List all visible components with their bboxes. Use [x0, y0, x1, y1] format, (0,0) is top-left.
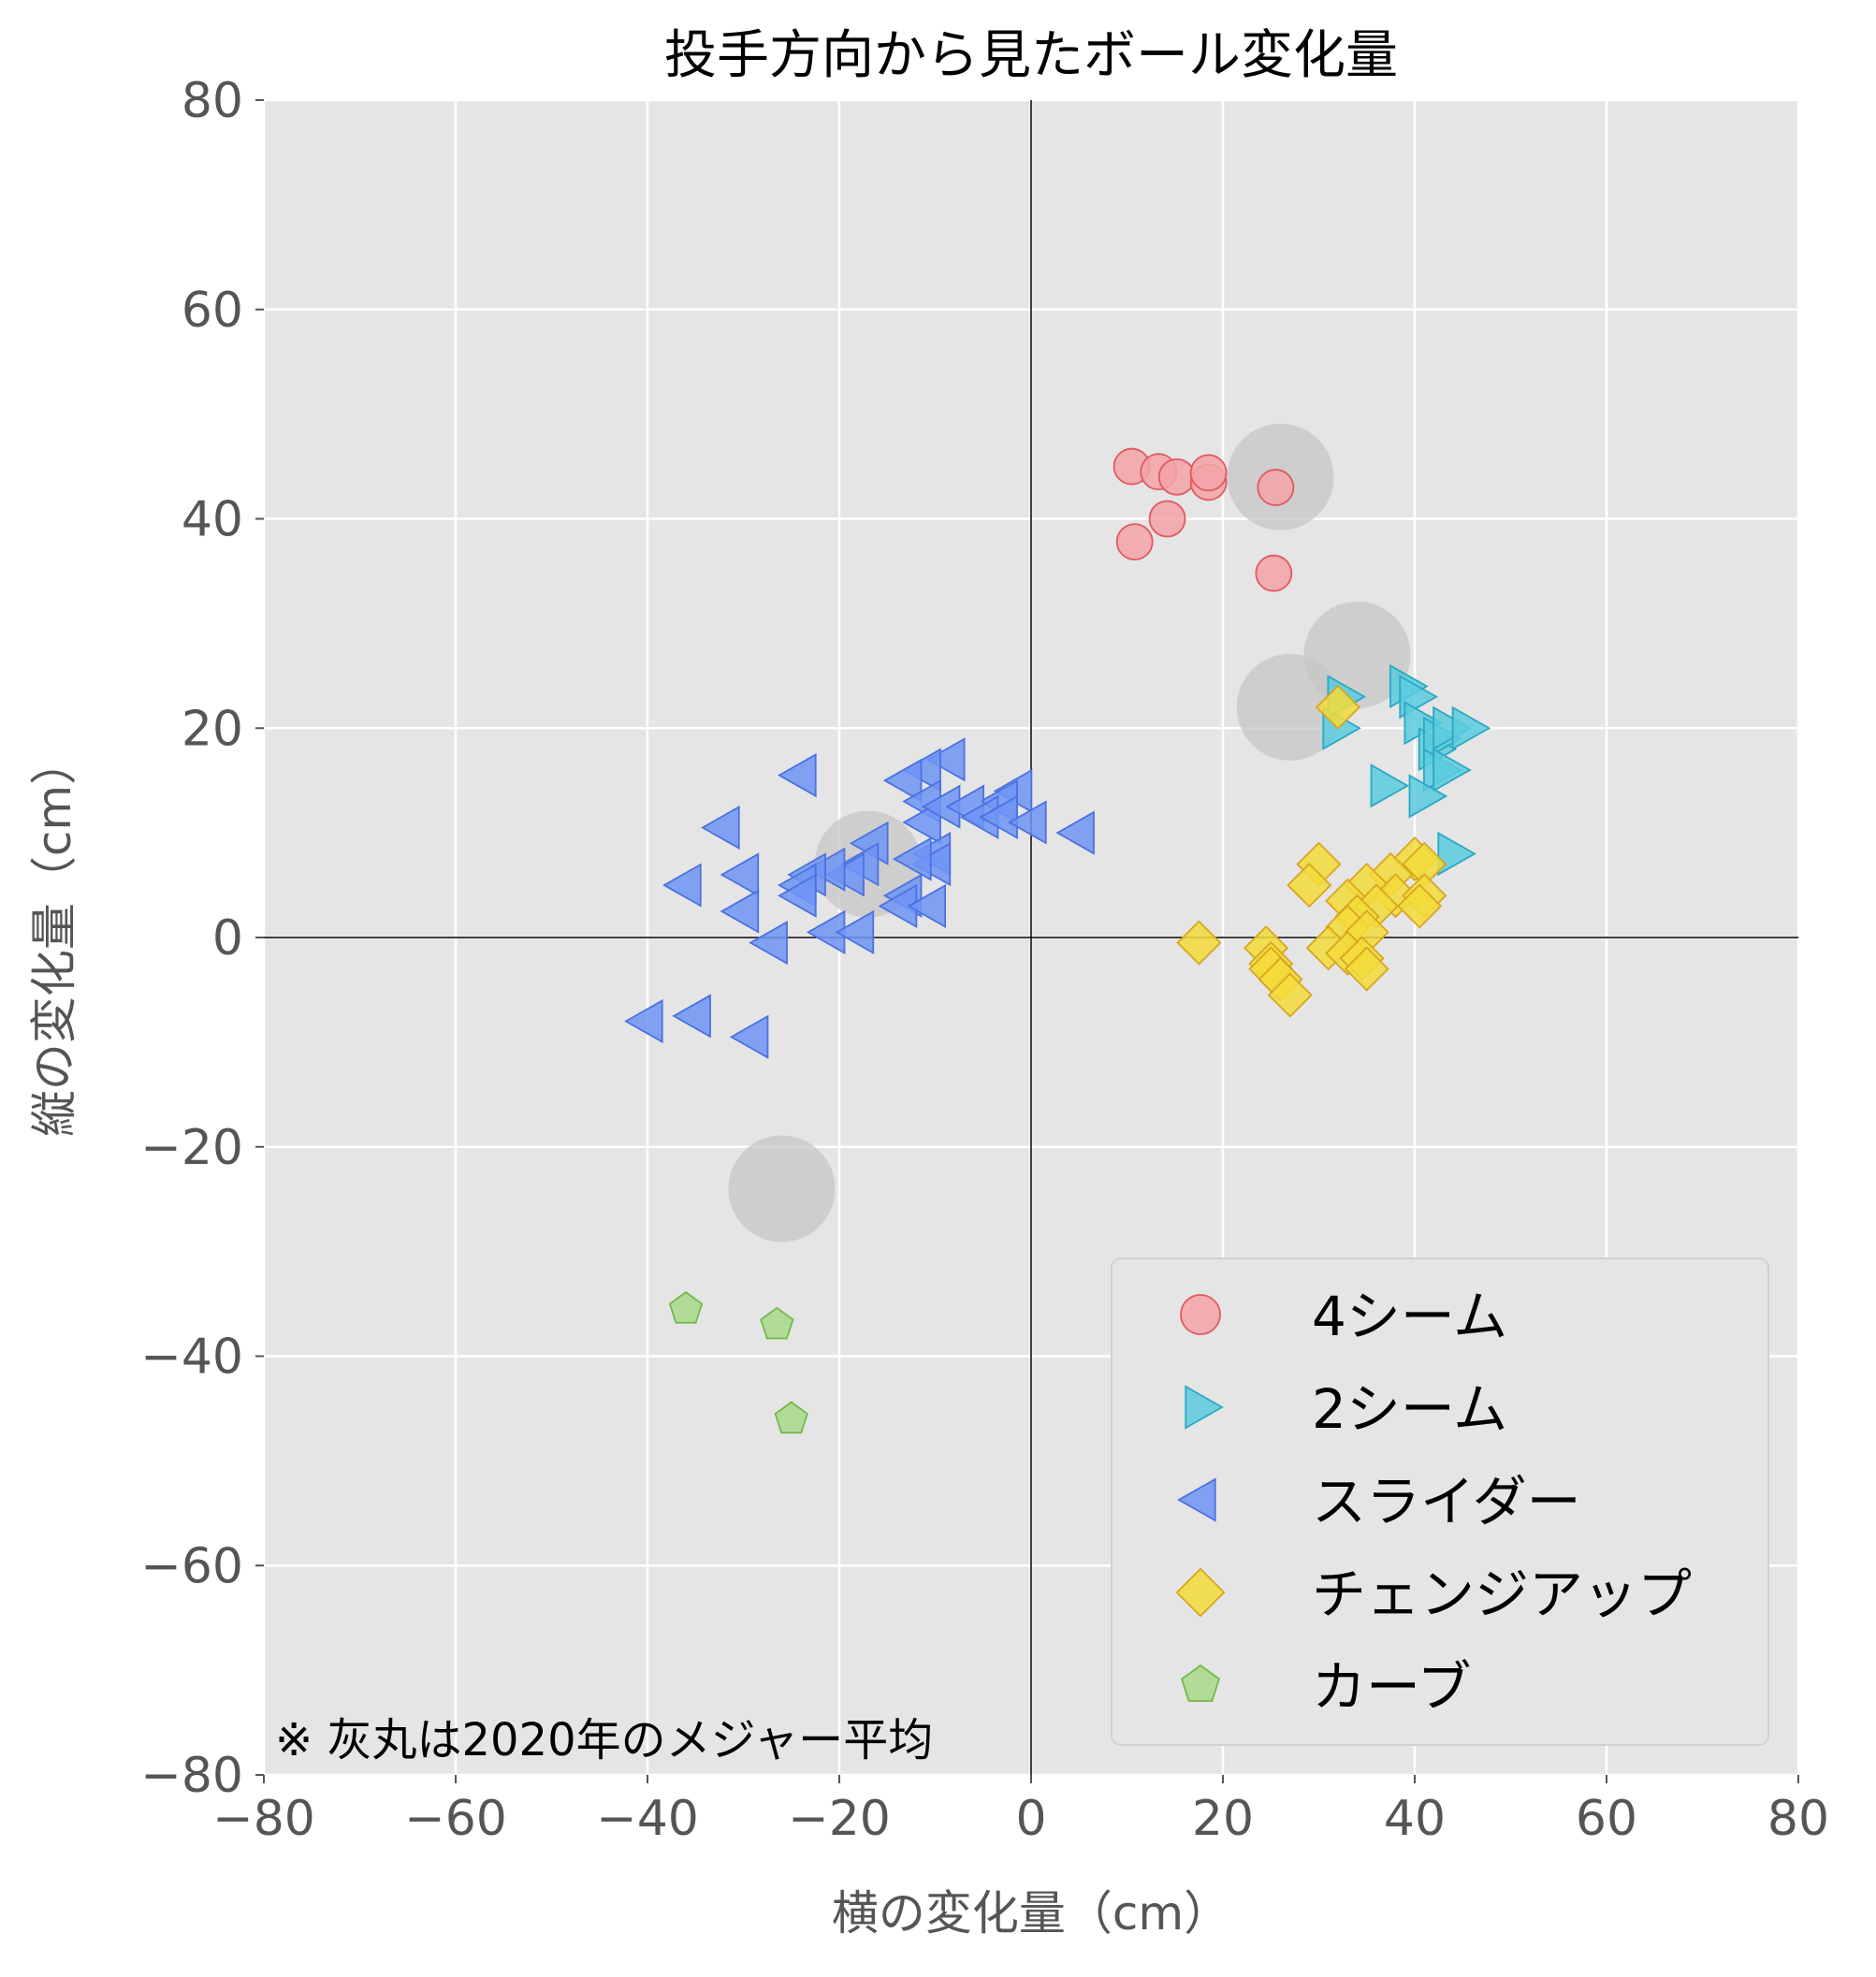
- y-tick-label: −20: [140, 1120, 243, 1176]
- legend-label: チェンジアップ: [1312, 1563, 1692, 1626]
- y-tick-label: 40: [182, 492, 243, 548]
- legend-marker-diamond: [1175, 1567, 1226, 1618]
- x-tick-label: 0: [1015, 1791, 1046, 1847]
- data-point-triangle-left: [720, 852, 760, 897]
- y-tick-label: −40: [140, 1330, 243, 1386]
- data-points: [624, 447, 1491, 1434]
- data-point-triangle-left: [911, 842, 952, 887]
- data-point-triangle-left: [701, 805, 740, 850]
- data-point-triangle-left: [778, 752, 817, 798]
- x-tick-label: 40: [1384, 1791, 1446, 1847]
- x-tick-label: −40: [596, 1791, 699, 1847]
- data-point-diamond: [1397, 883, 1443, 929]
- data-point-triangle-left: [1055, 810, 1095, 855]
- data-point-triangle-right: [1408, 774, 1448, 819]
- data-point-pentagon: [774, 1401, 808, 1434]
- data-point-triangle-right: [1437, 831, 1476, 877]
- data-point-circle: [1255, 554, 1293, 592]
- x-tick-label: −60: [404, 1791, 507, 1847]
- x-tick-label: 20: [1192, 1791, 1254, 1847]
- legend-box: [1111, 1257, 1769, 1746]
- y-tick-label: −80: [140, 1748, 243, 1804]
- data-point-triangle-left: [835, 909, 875, 955]
- data-point-circle: [1157, 458, 1196, 496]
- data-point-triangle-left: [662, 863, 702, 908]
- data-point-triangle-left: [925, 737, 966, 782]
- data-point-circle: [1115, 523, 1154, 561]
- chart-title: 投手方向から見たボール変化量: [664, 25, 1398, 86]
- data-point-circle: [1189, 454, 1228, 492]
- data-point-triangle-left: [893, 836, 932, 881]
- data-point-circle: [1148, 500, 1186, 538]
- data-point-triangle-left: [882, 758, 923, 803]
- data-point-triangle-left: [907, 883, 947, 929]
- y-axis-title: 縦の変化量（cm）: [27, 738, 81, 1137]
- data-point-triangle-left: [806, 847, 846, 892]
- data-point-triangle-left: [720, 889, 760, 934]
- data-point-triangle-right: [1432, 748, 1472, 792]
- data-point-triangle-left: [749, 920, 788, 966]
- y-tick-label: 80: [182, 73, 243, 129]
- data-point-triangle-right: [1432, 705, 1472, 750]
- y-tick-label: 60: [182, 283, 243, 339]
- x-tick-label: 80: [1767, 1791, 1829, 1847]
- y-tick-label: 0: [212, 910, 243, 967]
- data-point-diamond: [1287, 862, 1332, 909]
- legend-marker-triangle-left: [1177, 1477, 1216, 1522]
- legend-label: スライダー: [1312, 1470, 1581, 1534]
- x-tick-label: 60: [1576, 1791, 1637, 1847]
- legend-marker-pentagon: [1180, 1664, 1221, 1702]
- data-point-diamond: [1344, 946, 1389, 992]
- data-point-triangle-left: [825, 852, 865, 897]
- x-axis-title: 横の変化量（cm）: [832, 1886, 1230, 1941]
- zero-axes: [264, 100, 1798, 1775]
- y-tick-label: 20: [182, 701, 243, 757]
- data-point-triangle-right: [1451, 705, 1491, 750]
- data-point-triangle-left: [729, 1014, 769, 1059]
- data-point-triangle-right: [1370, 763, 1410, 808]
- data-point-pentagon: [760, 1306, 794, 1340]
- reference-2020-circle: [728, 1135, 836, 1243]
- legend-marker-triangle-right: [1185, 1385, 1224, 1430]
- legend-label: 4シーム: [1312, 1285, 1507, 1348]
- legend-label: 2シーム: [1312, 1377, 1507, 1441]
- legend-label: カーブ: [1312, 1655, 1472, 1719]
- data-point-triangle-left: [624, 998, 663, 1044]
- axis-ticks: −80 −60 −40 −20 0 20 40 60 80 −80 −60 −40 −20 0 20 40 60…: [140, 73, 1829, 1847]
- y-tick-label: −60: [140, 1538, 243, 1594]
- data-point-triangle-left: [1008, 800, 1047, 845]
- data-point-triangle-left: [778, 873, 817, 918]
- data-point-pentagon: [668, 1291, 704, 1324]
- data-point-triangle-left: [672, 994, 711, 1039]
- data-point-circle: [1257, 469, 1295, 506]
- data-point-diamond: [1176, 920, 1222, 966]
- reference-2020-circle: [1236, 653, 1344, 761]
- data-point-diamond: [1267, 972, 1313, 1018]
- x-tick-label: −80: [212, 1791, 315, 1847]
- x-tick-label: −20: [788, 1791, 891, 1847]
- data-point-triangle-left: [902, 748, 941, 792]
- data-point-diamond: [1315, 684, 1361, 730]
- annotation-note: ※ 灰丸は2020年のメジャー平均: [275, 1714, 933, 1766]
- legend-marker-circle: [1180, 1294, 1221, 1335]
